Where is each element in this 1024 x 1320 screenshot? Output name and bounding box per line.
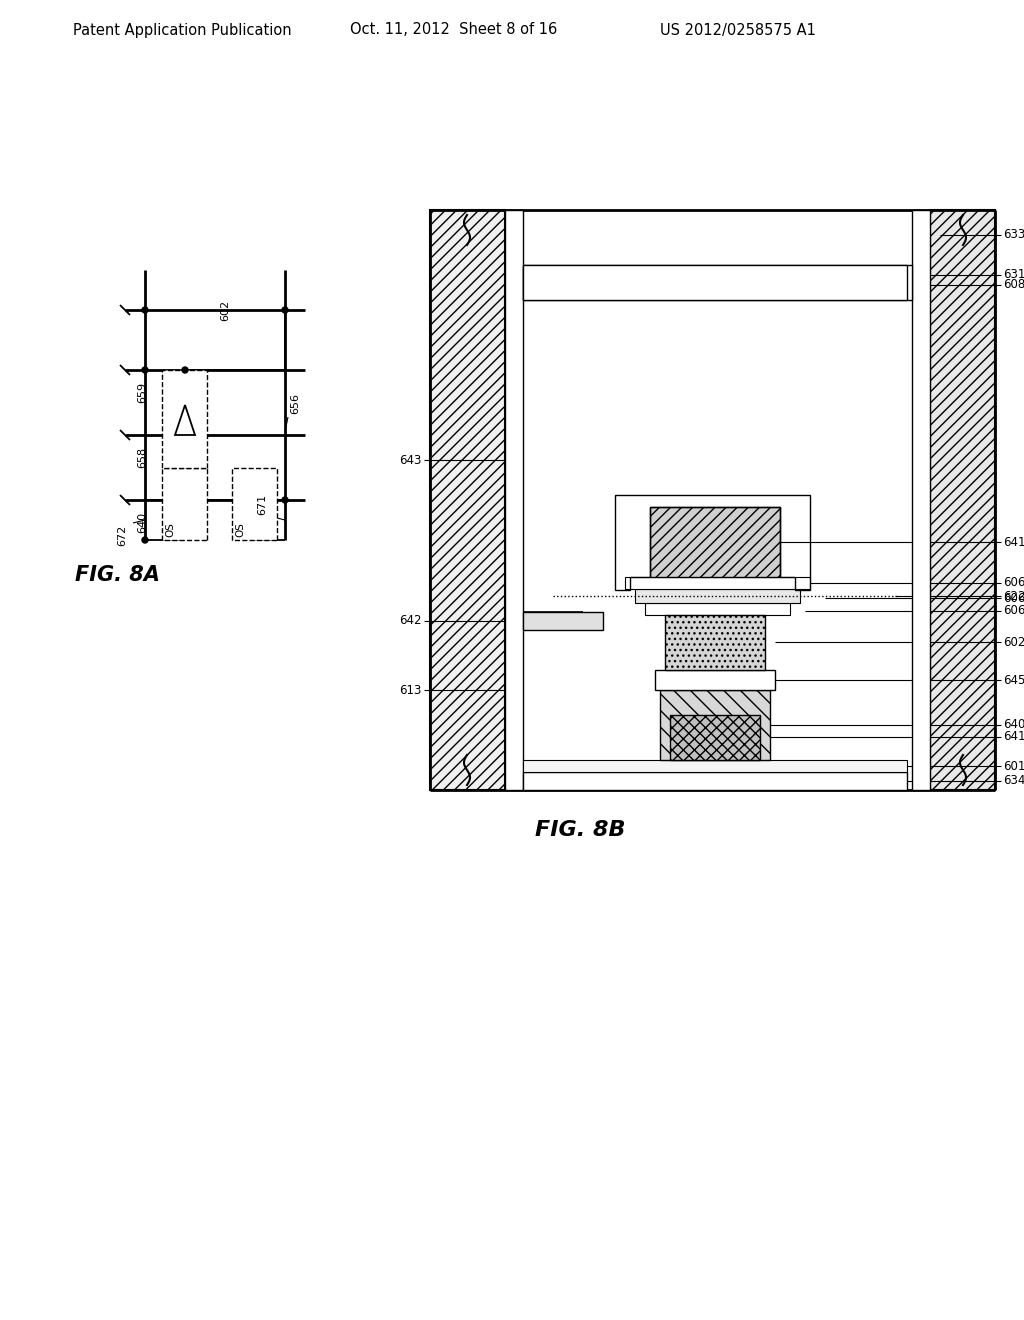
Text: 634: 634 <box>1002 775 1024 788</box>
Text: FIG. 8A: FIG. 8A <box>75 565 160 585</box>
Bar <box>523 265 907 300</box>
Text: 656: 656 <box>290 393 300 414</box>
Text: 659: 659 <box>137 381 147 403</box>
Circle shape <box>142 367 148 374</box>
Text: 641a: 641a <box>1002 536 1024 549</box>
Text: OS: OS <box>165 523 175 537</box>
Text: 606b: 606b <box>1002 591 1024 605</box>
Text: 641b: 641b <box>1002 730 1024 743</box>
Bar <box>523 265 912 300</box>
Text: Patent Application Publication: Patent Application Publication <box>73 22 292 37</box>
Text: 640: 640 <box>137 512 147 533</box>
Bar <box>523 772 907 789</box>
Text: 606c: 606c <box>1002 577 1024 590</box>
Text: FIG. 8B: FIG. 8B <box>535 820 626 840</box>
Text: Oct. 11, 2012  Sheet 8 of 16: Oct. 11, 2012 Sheet 8 of 16 <box>350 22 557 37</box>
Polygon shape <box>162 370 207 469</box>
Text: 671: 671 <box>257 494 267 515</box>
Bar <box>645 603 790 615</box>
Text: 606a: 606a <box>1002 605 1024 618</box>
Circle shape <box>282 308 288 313</box>
Bar <box>650 507 780 577</box>
Text: US 2012/0258575 A1: US 2012/0258575 A1 <box>660 22 816 37</box>
Text: OS: OS <box>234 523 245 537</box>
Bar <box>912 210 930 789</box>
Bar <box>635 589 800 603</box>
Circle shape <box>142 308 148 313</box>
Text: 602: 602 <box>220 300 230 321</box>
Bar <box>655 671 775 690</box>
Bar <box>670 715 760 760</box>
Text: 602: 602 <box>1002 635 1024 648</box>
Text: 608: 608 <box>1002 279 1024 292</box>
Circle shape <box>142 537 148 543</box>
Bar <box>665 615 765 671</box>
Bar <box>660 690 770 760</box>
Circle shape <box>282 498 288 503</box>
Text: 631: 631 <box>1002 268 1024 281</box>
Polygon shape <box>162 469 207 540</box>
Text: 622: 622 <box>1002 590 1024 602</box>
Polygon shape <box>232 469 278 540</box>
Bar <box>930 210 995 789</box>
Text: 601: 601 <box>1002 759 1024 772</box>
Bar <box>625 577 810 589</box>
Text: 613: 613 <box>399 684 422 697</box>
Bar <box>523 612 603 630</box>
Circle shape <box>182 367 188 374</box>
Bar <box>505 210 523 789</box>
Bar <box>430 210 505 789</box>
Text: 643: 643 <box>399 454 422 466</box>
Text: 640: 640 <box>1002 718 1024 731</box>
Text: 658: 658 <box>137 447 147 469</box>
Text: 633: 633 <box>1002 228 1024 242</box>
Text: 645: 645 <box>1002 673 1024 686</box>
Text: 672: 672 <box>117 525 127 546</box>
Text: 642: 642 <box>399 615 422 627</box>
Bar <box>523 760 907 772</box>
